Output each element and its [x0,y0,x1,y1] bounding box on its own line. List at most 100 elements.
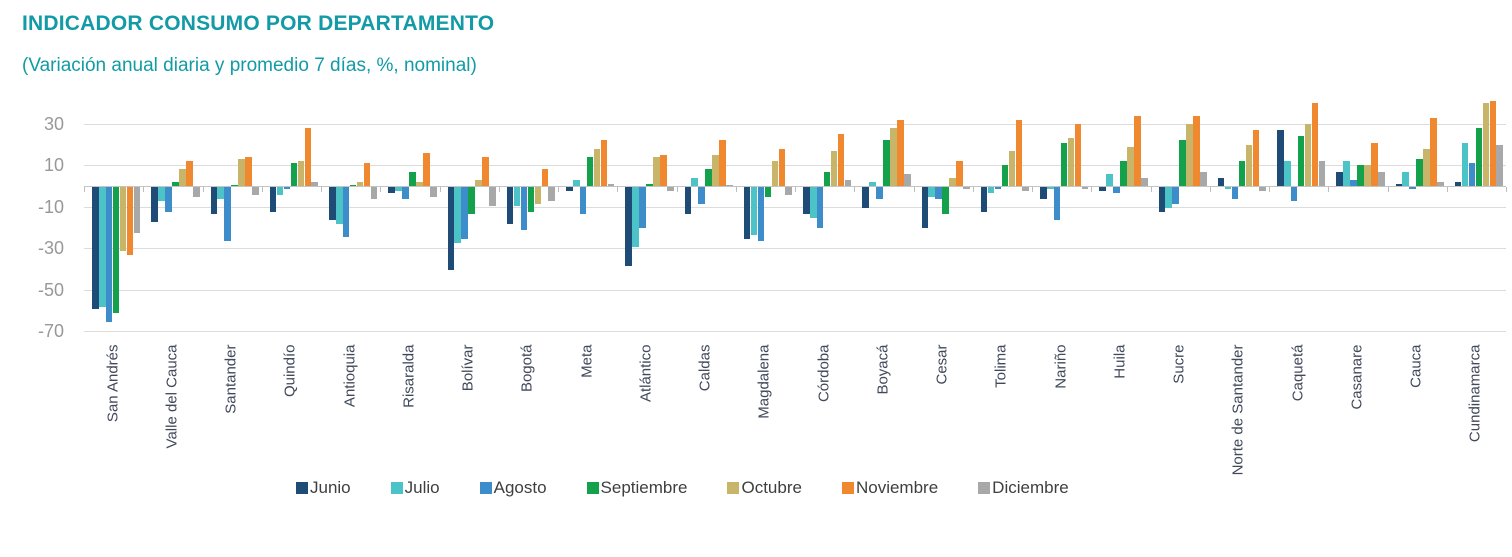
bar-noviembre-cesar [956,161,963,186]
legend-swatch-agosto [479,482,492,494]
bar-julio-cesar [928,187,936,198]
y-tick-label: -10 [37,196,64,217]
gridline-10 [84,165,1506,167]
x-axis-tick [617,187,619,192]
bar-octubre-antioquia [356,181,364,186]
bar-junio-cordoba [803,187,810,214]
bar-agosto-risaralda [402,187,409,200]
bar-agosto-meta [579,187,587,214]
x-category-label-caqueta: Caquetá [1269,345,1328,477]
chart-legend: Junio Julio Agosto Septiembre Octubre Noviemb… [296,478,1069,498]
bar-septiembre-cauca [1416,159,1423,186]
bar-septiembre-boyaca [883,140,890,186]
bar-diciembre-boyaca [903,173,911,186]
legend-swatch-septiembre [586,482,599,494]
bar-octubre-cesar [949,177,956,186]
legend-item-junio: Junio [296,478,351,498]
bar-junio-cesar [921,187,929,229]
bar-noviembre-boyaca [897,119,904,186]
bar-noviembre-san-andres [126,187,134,256]
legend-item-agosto: Agosto [479,478,547,498]
bar-diciembre-risaralda [429,187,437,198]
bar-agosto-tolima [994,187,1002,190]
y-tick-label: 10 [43,155,64,176]
bar-octubre-cauca [1423,148,1430,186]
bar-noviembre-quindio [304,128,312,186]
bar-noviembre-norte-de-santander [1252,130,1260,186]
bar-septiembre-antioquia [349,185,357,186]
x-category-label-text: Huila [1111,344,1129,379]
bar-noviembre-meta [600,140,608,186]
x-category-label-boyaca: Boyacá [854,345,913,477]
x-axis-tick [1150,187,1152,192]
bar-noviembre-huila [1134,115,1141,186]
bar-diciembre-magdalena [785,187,793,196]
bar-agosto-cundinamarca [1468,163,1476,186]
bar-agosto-cesar [935,187,942,200]
bar-octubre-sucre [1186,123,1193,186]
x-axis-tick [380,187,382,192]
bar-septiembre-sucre [1179,140,1186,186]
x-category-label-text: Santander [222,344,240,414]
bar-julio-meta [572,179,580,186]
bar-noviembre-cordoba [837,134,845,186]
bar-noviembre-bogota [541,169,549,186]
bar-noviembre-magdalena [778,148,786,186]
bar-noviembre-bolivar [482,157,489,186]
x-category-label-cundinamarca: Cundinamarca [1447,345,1506,477]
bar-diciembre-caldas [726,185,733,186]
bar-junio-santander [210,187,218,214]
bar-diciembre-narino [1081,187,1089,190]
bar-agosto-cordoba [816,187,824,229]
legend-swatch-junio [296,482,308,494]
x-category-label-bolivar: Bolívar [440,345,499,477]
x-category-label-text: Valle del Cauca [163,344,181,449]
bar-diciembre-huila [1140,177,1148,186]
x-category-label-cesar: Cesar [914,345,973,477]
bar-noviembre-cundinamarca [1489,101,1497,186]
bar-diciembre-antioquia [370,187,378,200]
legend-item-septiembre: Septiembre [586,478,687,498]
x-axis-tick [321,187,322,192]
bar-noviembre-santander [245,157,252,186]
bar-agosto-bolivar [461,187,468,239]
legend-item-diciembre: Diciembre [978,478,1069,498]
bar-octubre-valle-del-cauca [179,169,186,186]
bar-septiembre-casanare [1357,165,1364,186]
legend-label: Diciembre [992,478,1069,497]
bar-agosto-huila [1113,187,1120,194]
bar-diciembre-tolima [1022,187,1030,192]
x-category-label-text: Cundinamarca [1466,344,1484,443]
x-category-label-text: Norte de Santander [1229,344,1247,476]
bar-noviembre-narino [1074,123,1082,186]
bar-julio-atlantico [632,187,639,248]
legend-swatch-diciembre [978,482,991,494]
bar-noviembre-valle-del-cauca [186,161,193,186]
bar-julio-sucre [1165,187,1173,208]
bar-agosto-boyaca [876,187,883,200]
x-axis-tick [676,187,678,192]
bar-junio-risaralda [388,187,395,194]
x-axis-tick [84,187,85,192]
bar-junio-bogota [506,187,514,225]
legend-swatch-julio [390,482,403,494]
bar-julio-casanare [1343,161,1350,186]
bar-diciembre-bolivar [489,187,496,206]
y-tick-label: 30 [43,113,64,134]
bar-junio-boyaca [862,187,869,208]
bar-octubre-bogota [534,187,542,204]
bar-septiembre-santander [231,185,238,186]
x-category-label-caldas: Caldas [677,345,736,477]
bar-diciembre-cordoba [844,179,852,186]
x-category-label-text: Risaralda [400,344,418,408]
x-category-label-santander: Santander [203,345,262,477]
x-category-label-text: Magdalena [755,344,773,419]
bar-octubre-norte-de-santander [1245,144,1253,186]
bar-junio-antioquia [329,187,336,221]
bar-junio-magdalena [743,187,751,239]
bar-octubre-caldas [712,154,719,186]
bar-octubre-casanare [1364,165,1371,186]
legend-label: Julio [404,478,440,497]
bar-julio-boyaca [869,181,876,186]
bar-agosto-narino [1053,187,1061,221]
